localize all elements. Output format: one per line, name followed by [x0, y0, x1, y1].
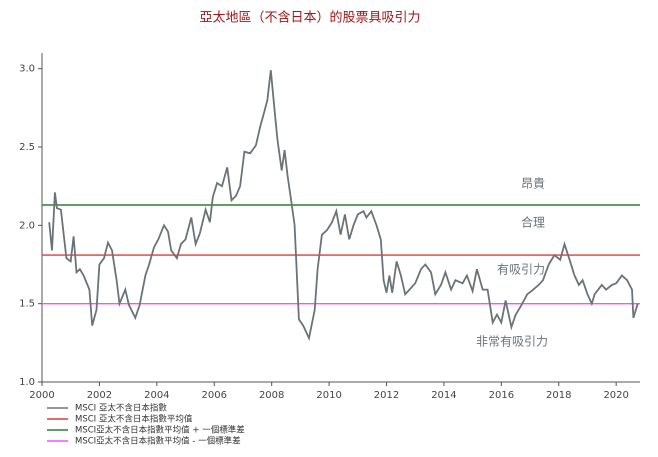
y-tick-label: 2.0 [19, 220, 35, 231]
annotation: 昂貴 [521, 177, 545, 191]
y-tick-label: 1.5 [19, 299, 35, 310]
legend-label: MSCI亞太不含日本指數平均值 + 一個標準差 [75, 425, 245, 436]
x-tick-label: 2000 [29, 390, 54, 401]
y-tick-label: 2.5 [19, 142, 35, 153]
series-line [48, 70, 639, 341]
x-tick-label: 2018 [546, 390, 571, 401]
annotation: 合理 [521, 215, 545, 230]
x-tick-label: 2002 [87, 390, 112, 401]
legend-label: MSCI 亞太不含日本指數 [75, 403, 167, 414]
x-tick-label: 2016 [489, 390, 514, 401]
x-tick-label: 2008 [259, 390, 284, 401]
x-tick-label: 2014 [431, 390, 456, 401]
x-tick-label: 2006 [202, 390, 227, 401]
x-tick-label: 2004 [144, 390, 169, 401]
legend-label: MSCI 亞太不含日本指數平均值 [75, 414, 193, 425]
y-tick-label: 1.0 [19, 377, 35, 388]
annotation: 有吸引力 [497, 263, 545, 277]
x-tick-label: 2010 [316, 390, 341, 401]
annotation: 非常有吸引力 [476, 335, 548, 349]
y-tick-label: 3.0 [19, 64, 35, 75]
legend-label: MSCI亞太不含日本指數平均值 - 一個標準差 [75, 436, 241, 447]
x-tick-label: 2012 [374, 390, 399, 401]
x-tick-label: 2020 [603, 390, 628, 401]
chart-title: 亞太地區（不含日本）的股票具吸引力 [199, 10, 420, 26]
